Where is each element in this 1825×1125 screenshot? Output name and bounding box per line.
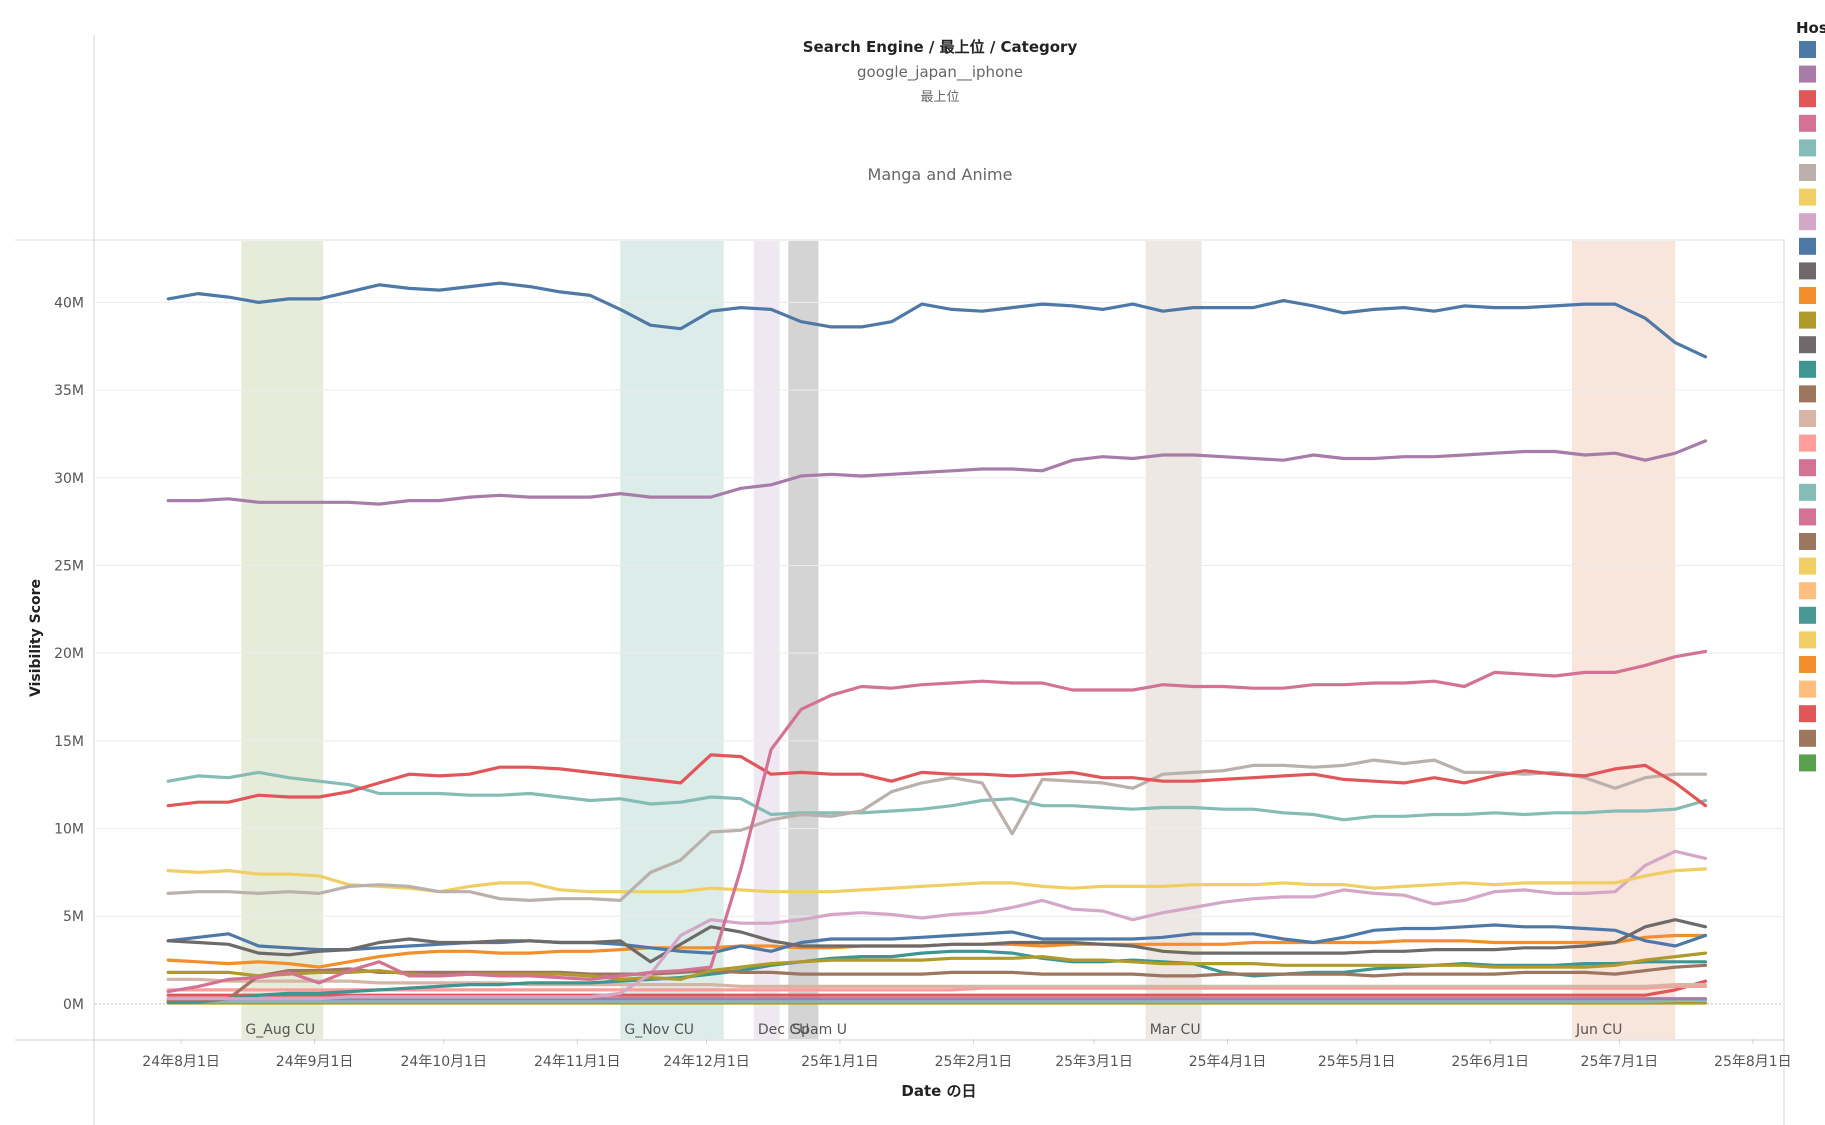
legend-swatch-16 xyxy=(1799,434,1816,452)
event-band-label-2: Dec CU xyxy=(758,1022,810,1038)
legend-swatch-6 xyxy=(1799,188,1816,206)
y-tick-label: 40M xyxy=(54,295,84,311)
legend-swatch-25 xyxy=(1799,656,1816,673)
x-tick-label: 25年4月1日 xyxy=(1189,1054,1267,1070)
legend-swatch-3 xyxy=(1799,114,1816,132)
series-line-6 xyxy=(166,867,1708,894)
event-band-1 xyxy=(620,241,724,1039)
series-line-3 xyxy=(166,753,1708,808)
legend-swatch-10 xyxy=(1799,287,1816,304)
event-band-label-0: G_Aug CU xyxy=(245,1022,315,1038)
event-band-2 xyxy=(753,241,780,1039)
series-line-1 xyxy=(166,439,1708,506)
series-line-9 xyxy=(166,923,1708,955)
legend-swatch-4 xyxy=(1799,139,1816,157)
y-axis-ticks: 0M 5M 10M 15M 20M 25M 30M 35M 40M xyxy=(54,295,84,1013)
y-tick-label: 30M xyxy=(54,471,84,487)
legend-swatch-26 xyxy=(1799,680,1816,698)
y-tick-label: 20M xyxy=(54,646,84,662)
series-line-0 xyxy=(166,281,1708,359)
legend-swatch-13 xyxy=(1799,360,1816,378)
x-tick-label: 25年2月1日 xyxy=(935,1054,1013,1070)
y-tick-label: 35M xyxy=(54,383,84,399)
event-band-label-5: Jun CU xyxy=(1575,1022,1622,1038)
y-axis-label: Visibility Score xyxy=(28,579,44,697)
x-tick-label: 25年6月1日 xyxy=(1451,1054,1529,1070)
x-tick-label: 24年12月1日 xyxy=(663,1054,750,1070)
legend-swatch-8 xyxy=(1799,237,1816,255)
legend xyxy=(1799,41,1816,772)
x-tick-label: 25年7月1日 xyxy=(1581,1054,1659,1070)
legend-swatch-24 xyxy=(1799,631,1816,649)
legend-swatch-18 xyxy=(1799,483,1816,501)
series-line-7 xyxy=(166,849,1708,1001)
legend-swatch-12 xyxy=(1799,336,1816,354)
series-line-5 xyxy=(166,770,1708,822)
legend-swatch-21 xyxy=(1799,557,1816,575)
event-band-0 xyxy=(241,241,324,1039)
legend-swatch-15 xyxy=(1799,410,1816,427)
x-tick-label: 24年11月1日 xyxy=(534,1054,621,1070)
legend-swatch-19 xyxy=(1799,508,1816,526)
legend-swatch-27 xyxy=(1799,705,1816,723)
legend-swatch-23 xyxy=(1799,606,1816,624)
legend-title: Host xyxy=(1796,19,1825,37)
event-band-3 xyxy=(788,241,819,1039)
series-line-18 xyxy=(166,998,1708,1003)
event-band-label-3: Spam U xyxy=(792,1022,847,1038)
legend-swatch-11 xyxy=(1799,311,1816,329)
x-tick-label: 25年3月1日 xyxy=(1055,1054,1133,1070)
header-category: Manga and Anime xyxy=(868,165,1013,184)
series-line-12 xyxy=(166,963,1708,1003)
series-line-2 xyxy=(166,649,1708,994)
x-tick-label: 25年8月1日 xyxy=(1714,1054,1792,1070)
event-band-label-1: G_Nov CU xyxy=(624,1022,694,1038)
legend-swatch-5 xyxy=(1799,164,1816,181)
legend-swatch-29 xyxy=(1799,754,1816,772)
legend-swatch-1 xyxy=(1799,65,1816,83)
y-tick-label: 15M xyxy=(54,734,84,750)
header-line-3: 最上位 xyxy=(920,90,959,105)
legend-swatch-0 xyxy=(1799,41,1816,58)
event-bands xyxy=(241,241,1676,1039)
series-line-16 xyxy=(166,979,1708,997)
header-line-1: Search Engine / 最上位 / Category xyxy=(803,38,1078,56)
legend-swatch-14 xyxy=(1799,385,1816,403)
event-band-label-4: Mar CU xyxy=(1150,1022,1201,1038)
x-tick-label: 25年1月1日 xyxy=(801,1054,879,1070)
series-lines xyxy=(166,281,1708,1005)
series-line-14 xyxy=(166,977,1708,989)
legend-swatch-2 xyxy=(1799,90,1816,108)
legend-swatch-22 xyxy=(1799,582,1816,600)
series-line-15 xyxy=(166,984,1708,992)
x-tick-label: 24年9月1日 xyxy=(276,1054,354,1070)
y-tick-label: 0M xyxy=(63,997,84,1013)
event-band-4 xyxy=(1145,241,1202,1039)
legend-swatch-28 xyxy=(1799,729,1816,747)
legend-swatch-17 xyxy=(1799,459,1816,477)
legend-swatch-9 xyxy=(1799,262,1816,280)
x-tick-label: 25年5月1日 xyxy=(1318,1054,1396,1070)
x-tick-label: 24年8月1日 xyxy=(142,1054,220,1070)
y-tick-label: 25M xyxy=(54,558,84,574)
y-tick-label: 5M xyxy=(63,909,84,925)
legend-swatch-20 xyxy=(1799,533,1816,550)
legend-swatch-7 xyxy=(1799,213,1816,231)
event-band-5 xyxy=(1572,241,1676,1039)
gridlines xyxy=(95,301,1783,1005)
x-tick-label: 24年10月1日 xyxy=(401,1054,488,1070)
header-line-2: google_japan__iphone xyxy=(857,63,1023,82)
y-tick-label: 10M xyxy=(54,822,84,838)
x-axis-label: Date の日 xyxy=(901,1082,976,1100)
x-axis-ticks: 24年8月1日 24年9月1日 24年10月1日 24年11月1日 24年12月1日 25… xyxy=(142,1039,1792,1070)
series-line-8 xyxy=(166,918,1708,964)
series-line-4 xyxy=(166,758,1708,903)
